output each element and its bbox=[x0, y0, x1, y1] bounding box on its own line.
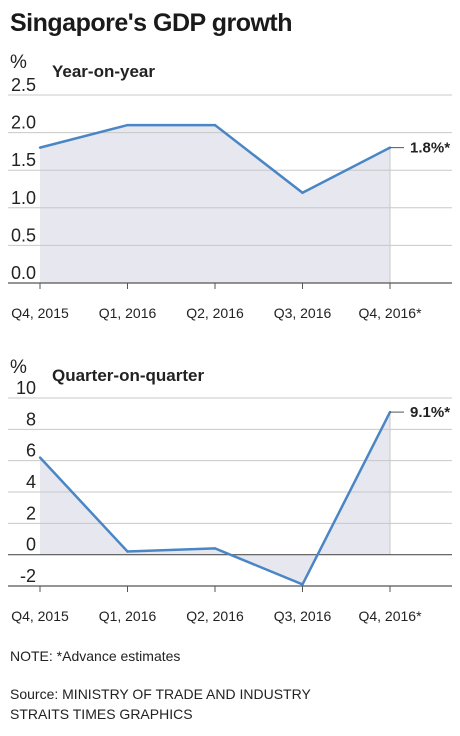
data-point bbox=[213, 123, 217, 127]
x-tick-label: Q1, 2016 bbox=[99, 608, 157, 624]
y-tick-label: 0.5 bbox=[11, 225, 36, 245]
data-point bbox=[301, 191, 304, 194]
x-tick-label: Q2, 2016 bbox=[186, 305, 244, 321]
x-tick-label: Q2, 2016 bbox=[186, 608, 244, 624]
chart-quarter-on-quarter: % Quarter-on-quarter -2 0 2 4 6 8 10 Q4, 2015 Q1, … bbox=[8, 357, 452, 624]
y-tick-label: 4 bbox=[26, 472, 36, 492]
y-tick-label: 10 bbox=[16, 378, 36, 398]
y-tick-label: 0.0 bbox=[11, 263, 36, 283]
end-value-label: 1.8%* bbox=[410, 140, 450, 157]
x-tick-label: Q3, 2016 bbox=[274, 608, 332, 624]
y-tick-label: 2.5 bbox=[11, 75, 36, 95]
x-tick-label: Q4, 2016* bbox=[358, 608, 422, 624]
x-tick-label: Q4, 2015 bbox=[11, 305, 69, 321]
series-area bbox=[40, 412, 390, 585]
data-point bbox=[213, 547, 217, 550]
credit-text: STRAITS TIMES GRAPHICS bbox=[10, 706, 193, 722]
unit-label: % bbox=[10, 357, 27, 378]
series-line bbox=[39, 411, 392, 587]
chart-year-on-year: % Year-on-year 0.0 0.5 1.0 1.5 2.0 2.5 Q4, 2015 Q… bbox=[8, 52, 452, 321]
y-tick-label: 0 bbox=[26, 535, 36, 555]
chart-title: Singapore's GDP growth bbox=[10, 9, 293, 37]
y-tick-label: 2.0 bbox=[11, 113, 36, 133]
y-tick-label: 2 bbox=[26, 503, 36, 523]
x-tick-label: Q4, 2015 bbox=[11, 608, 69, 624]
unit-label: % bbox=[10, 52, 27, 73]
end-value-label: 9.1%* bbox=[410, 404, 450, 421]
x-tick-label: Q3, 2016 bbox=[274, 305, 332, 321]
y-tick-label: 1.5 bbox=[11, 150, 36, 170]
y-tick-label: 8 bbox=[26, 409, 36, 429]
x-tick-label: Q1, 2016 bbox=[99, 305, 157, 321]
subtitle: Year-on-year bbox=[52, 62, 155, 81]
y-tick-label: 6 bbox=[26, 441, 36, 461]
data-point bbox=[126, 550, 129, 553]
note-text: NOTE: *Advance estimates bbox=[10, 648, 181, 664]
y-tick-label: 1.0 bbox=[11, 188, 36, 208]
y-tick-label: -2 bbox=[20, 566, 36, 586]
series-area bbox=[40, 125, 390, 283]
data-point bbox=[38, 146, 42, 149]
data-point bbox=[38, 456, 42, 459]
x-tick-label: Q4, 2016* bbox=[358, 305, 422, 321]
data-point bbox=[301, 583, 304, 586]
source-text: Source: MINISTRY OF TRADE AND INDUSTRY bbox=[10, 686, 311, 702]
data-point bbox=[126, 123, 129, 127]
subtitle: Quarter-on-quarter bbox=[52, 366, 204, 385]
